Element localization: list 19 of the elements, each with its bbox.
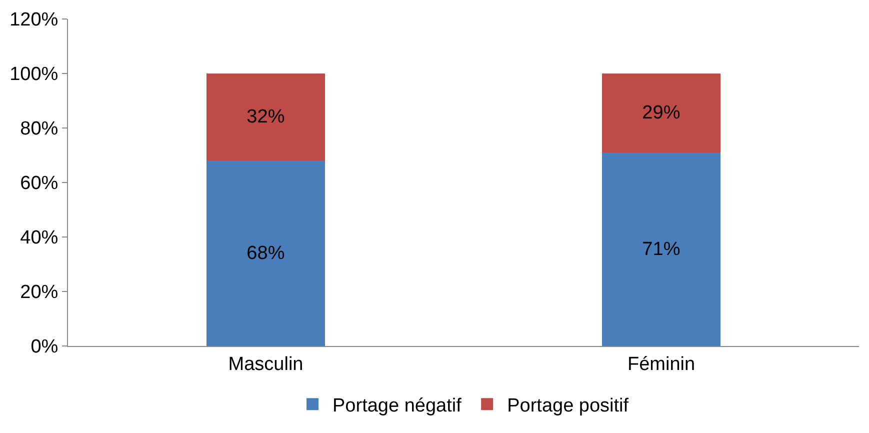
bar — [206, 160, 326, 346]
bar — [206, 74, 326, 161]
bar — [602, 152, 721, 346]
x-tick-label: Féminin — [627, 354, 696, 375]
y-tick-label: 60% — [20, 173, 58, 194]
bar — [602, 74, 721, 153]
x-tick-label: Masculin — [228, 354, 304, 375]
data-label: 32% — [246, 106, 285, 128]
data-label: 71% — [642, 238, 680, 260]
data-label: 29% — [642, 102, 680, 124]
y-tick-label: 80% — [20, 118, 58, 140]
y-tick-label: 20% — [20, 282, 58, 304]
y-tick-label: 0% — [30, 336, 58, 358]
legend-label: Portage positif — [507, 396, 630, 416]
y-tick-label: 40% — [20, 228, 58, 249]
y-tick-label: 120% — [10, 10, 58, 31]
y-tick-label: 100% — [10, 64, 58, 86]
legend-label: Portage négatif — [332, 396, 462, 416]
data-label: 68% — [246, 242, 285, 264]
